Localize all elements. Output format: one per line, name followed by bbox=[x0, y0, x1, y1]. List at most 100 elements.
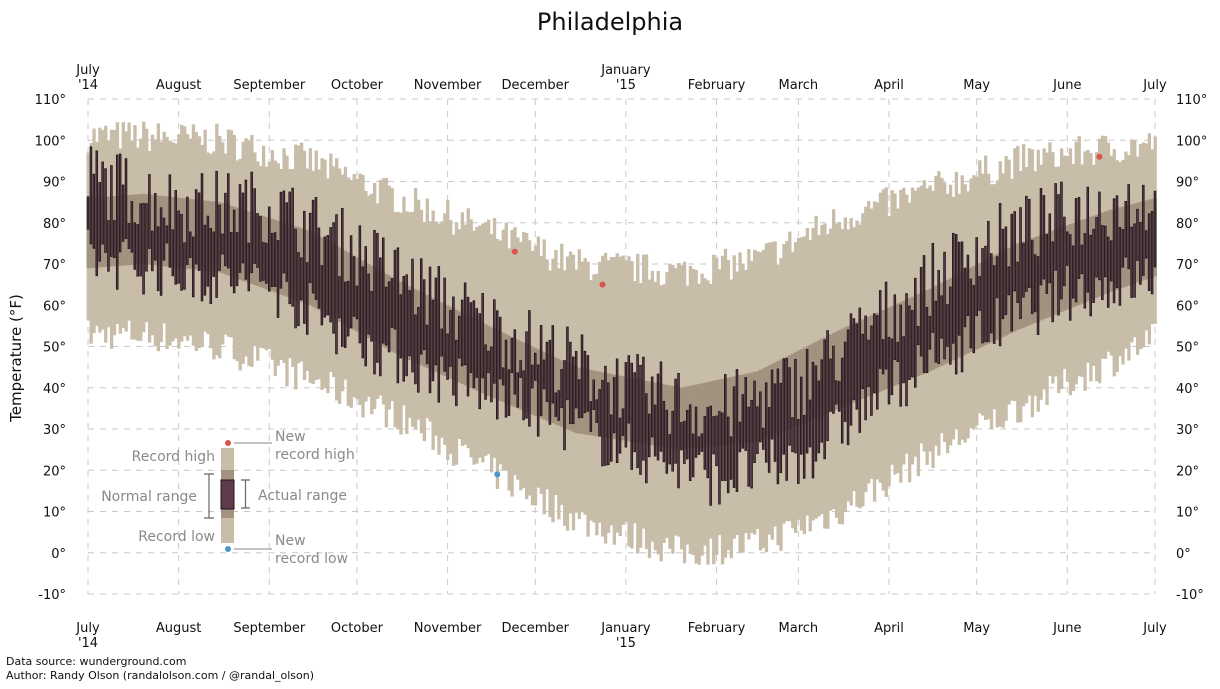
actual-range-bar bbox=[501, 367, 505, 386]
actual-range-bar bbox=[560, 369, 563, 409]
actual-range-bar bbox=[1106, 236, 1110, 308]
actual-range-bar bbox=[922, 255, 926, 373]
actual-range-bar bbox=[148, 174, 151, 249]
actual-range-bar bbox=[747, 406, 750, 487]
actual-range-bar bbox=[952, 232, 955, 344]
actual-range-bar bbox=[314, 197, 318, 300]
actual-range-bar bbox=[630, 362, 633, 470]
actual-range-bar bbox=[592, 379, 595, 410]
legend-record-high: Record high bbox=[132, 449, 215, 465]
actual-range-bar bbox=[165, 225, 169, 244]
y-tick-label-left: 40° bbox=[43, 382, 66, 397]
normal-range-bar bbox=[791, 353, 795, 428]
actual-range-bar bbox=[364, 246, 367, 367]
actual-range-bar bbox=[490, 346, 493, 403]
actual-range-bar bbox=[297, 252, 300, 327]
actual-range-bar bbox=[343, 281, 347, 348]
chart-title: Philadelphia bbox=[537, 8, 683, 36]
actual-range-bar bbox=[914, 277, 917, 388]
actual-range-bar bbox=[642, 356, 645, 461]
actual-range-bar bbox=[504, 339, 508, 418]
actual-range-bar bbox=[224, 192, 227, 267]
normal-range-bar bbox=[726, 377, 731, 445]
actual-range-bar bbox=[1060, 181, 1063, 300]
x-tick-label-top: June bbox=[1052, 78, 1081, 93]
actual-range-bar bbox=[145, 203, 148, 272]
actual-range-bar bbox=[785, 358, 788, 481]
actual-range-bar bbox=[434, 277, 438, 366]
actual-range-bar bbox=[712, 416, 715, 455]
actual-range-bar bbox=[940, 295, 943, 339]
actual-range-bar bbox=[931, 242, 935, 333]
actual-range-bar bbox=[1022, 242, 1025, 298]
actual-range-bar bbox=[811, 361, 815, 479]
y-axis-right: 110° 100° 90° 80° 70° 60° 50° 40° 30° 20° 10° 0° -10… bbox=[1176, 93, 1207, 603]
actual-range-bar bbox=[519, 360, 522, 378]
actual-range-bar bbox=[686, 409, 689, 460]
actual-range-bar bbox=[908, 305, 911, 380]
y-tick-label-right: 110° bbox=[1176, 93, 1207, 108]
actual-range-bar bbox=[1010, 213, 1014, 332]
y-tick-label-left: 60° bbox=[43, 299, 66, 314]
actual-range-bar bbox=[744, 377, 748, 451]
actual-range-bar bbox=[151, 230, 154, 272]
actual-range-bar bbox=[656, 373, 660, 461]
actual-range-bar bbox=[1077, 197, 1081, 279]
y-tick-label-left: 110° bbox=[35, 93, 66, 108]
actual-range-bar bbox=[729, 436, 733, 480]
normal-range-bar bbox=[715, 380, 719, 446]
actual-range-bar bbox=[975, 237, 978, 317]
actual-range-bar bbox=[528, 310, 531, 427]
actual-range-bar bbox=[849, 313, 853, 426]
actual-range-bar bbox=[133, 222, 137, 270]
actual-range-bar bbox=[232, 209, 236, 294]
actual-range-bar bbox=[361, 266, 365, 359]
actual-range-bar bbox=[247, 242, 251, 292]
actual-range-bar bbox=[285, 202, 289, 282]
actual-range-bar bbox=[846, 329, 850, 446]
actual-range-bar bbox=[197, 192, 201, 271]
y-tick-label-left: 50° bbox=[43, 341, 66, 356]
legend-new-low-dot bbox=[225, 546, 231, 552]
actual-range-bar bbox=[1019, 207, 1022, 320]
normal-range-bar bbox=[802, 347, 807, 423]
actual-range-bar bbox=[259, 216, 262, 282]
actual-range-bar bbox=[668, 434, 671, 465]
actual-range-bar bbox=[370, 291, 373, 342]
actual-range-bar bbox=[1007, 266, 1011, 296]
actual-range-bar bbox=[92, 173, 96, 249]
actual-range-bar bbox=[928, 315, 932, 350]
x-tick-label-top: November bbox=[414, 78, 482, 93]
actual-range-bar bbox=[308, 212, 312, 284]
actual-range-bar bbox=[203, 224, 207, 296]
actual-range-bar bbox=[265, 242, 268, 284]
actual-range-bar bbox=[589, 401, 593, 432]
actual-range-bar bbox=[943, 251, 946, 360]
new-record-markers bbox=[494, 153, 1103, 478]
normal-range-bar bbox=[697, 383, 701, 448]
actual-range-bar bbox=[902, 336, 905, 384]
actual-range-bar bbox=[384, 286, 388, 346]
y-tick-label-right: 90° bbox=[1176, 176, 1199, 191]
normal-range-bar bbox=[712, 380, 716, 447]
actual-range-bar bbox=[601, 379, 604, 467]
actual-range-bar bbox=[174, 190, 177, 285]
actual-range-bar bbox=[680, 422, 683, 451]
actual-range-bar bbox=[419, 258, 423, 355]
actual-range-bar bbox=[770, 369, 774, 440]
actual-range-bar bbox=[934, 300, 938, 363]
actual-range-bar bbox=[808, 399, 812, 448]
actual-range-bar bbox=[954, 234, 958, 375]
actual-range-bar bbox=[405, 274, 408, 377]
actual-range-bar bbox=[130, 201, 134, 253]
actual-range-bar bbox=[884, 281, 888, 370]
actual-range-bar bbox=[861, 333, 864, 390]
actual-range-bar bbox=[709, 405, 712, 506]
actual-range-bar bbox=[425, 324, 429, 365]
actual-range-bar bbox=[484, 344, 487, 400]
actual-range-bar bbox=[241, 192, 245, 264]
actual-range-bar bbox=[887, 336, 891, 405]
normal-range-bar bbox=[761, 368, 766, 440]
actual-range-bar bbox=[437, 266, 441, 403]
actual-range-bar bbox=[665, 409, 669, 474]
